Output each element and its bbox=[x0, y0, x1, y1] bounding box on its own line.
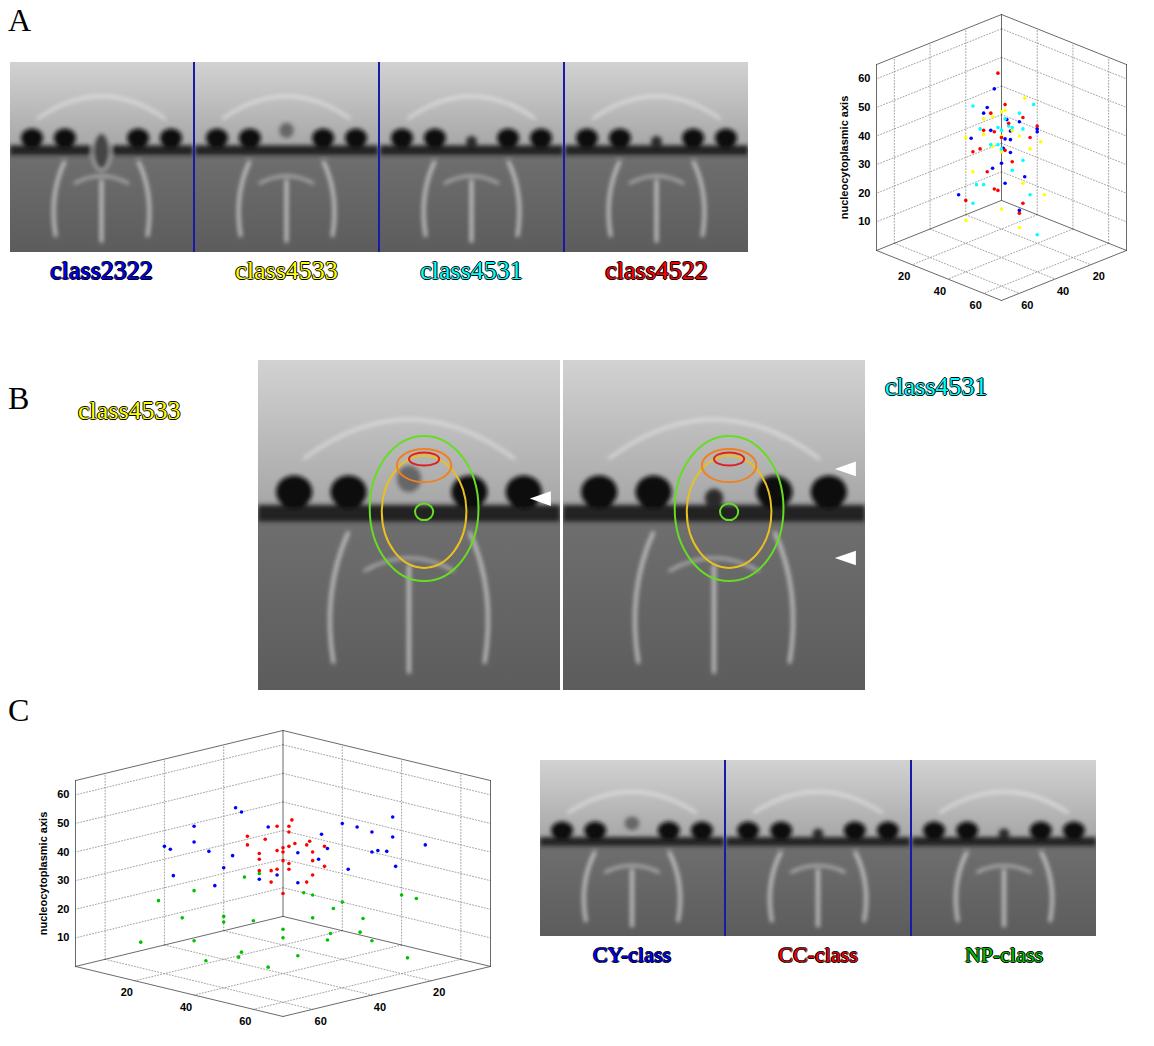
svg-text:20: 20 bbox=[898, 270, 910, 282]
svg-text:60: 60 bbox=[57, 788, 69, 800]
svg-text:40: 40 bbox=[57, 846, 69, 858]
html-text:class4533: class4533 bbox=[78, 396, 181, 425]
svg-text:20: 20 bbox=[858, 187, 870, 199]
html-text:class4531: class4531 bbox=[420, 256, 523, 285]
svg-text:10: 10 bbox=[57, 931, 69, 943]
svg-text:20: 20 bbox=[57, 903, 69, 915]
svg-text:50: 50 bbox=[858, 101, 870, 113]
svg-text:50: 50 bbox=[57, 817, 69, 829]
html-text:NP-class: NP-class bbox=[964, 942, 1044, 967]
html-text:CY-class: CY-class bbox=[592, 942, 672, 967]
svg-text:60: 60 bbox=[239, 1015, 251, 1027]
svg-text:nucleocytoplasmic axis: nucleocytoplasmic axis bbox=[37, 812, 49, 936]
svg-text:20: 20 bbox=[433, 986, 445, 998]
html-text:CC-class: CC-class bbox=[778, 942, 858, 967]
svg-text:30: 30 bbox=[858, 158, 870, 170]
svg-text:60: 60 bbox=[315, 1015, 327, 1027]
svg-text:40: 40 bbox=[374, 1001, 386, 1013]
svg-text:40: 40 bbox=[1057, 285, 1069, 297]
svg-text:30: 30 bbox=[57, 874, 69, 886]
svg-text:40: 40 bbox=[934, 285, 946, 297]
html-text:A: A bbox=[8, 2, 32, 38]
html-text:class2322: class2322 bbox=[50, 256, 153, 285]
svg-text:10: 10 bbox=[858, 215, 870, 227]
html-text:B: B bbox=[8, 380, 30, 416]
svg-text:60: 60 bbox=[858, 72, 870, 84]
svg-text:60: 60 bbox=[1021, 299, 1033, 311]
svg-text:40: 40 bbox=[180, 1001, 192, 1013]
svg-text:20: 20 bbox=[121, 986, 133, 998]
html-text:C: C bbox=[8, 692, 30, 728]
svg-text:20: 20 bbox=[1093, 270, 1105, 282]
svg-text:nucleocytoplasmic axis: nucleocytoplasmic axis bbox=[838, 96, 850, 220]
svg-text:60: 60 bbox=[970, 299, 982, 311]
html-text:class4522: class4522 bbox=[605, 256, 708, 285]
svg-text:40: 40 bbox=[858, 130, 870, 142]
html-text:class4531: class4531 bbox=[885, 372, 988, 401]
html-text:class4533: class4533 bbox=[235, 256, 338, 285]
